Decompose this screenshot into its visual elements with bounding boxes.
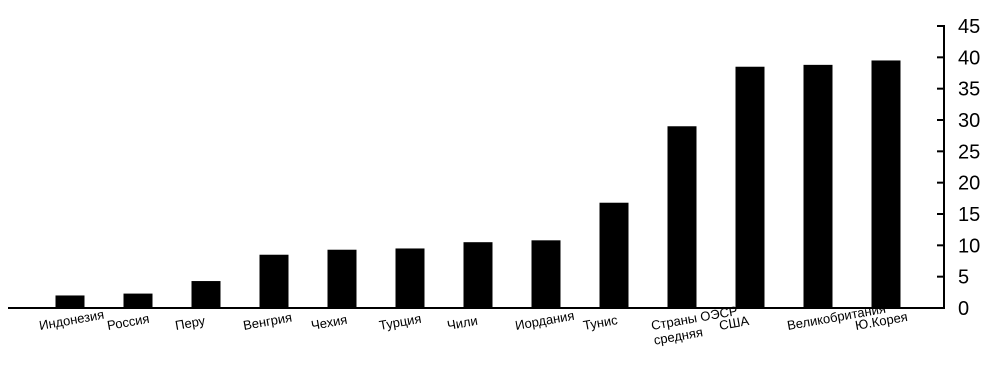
x-tick-label: Индонезия: [38, 307, 105, 333]
bar: [463, 242, 493, 308]
x-tick-label: Россия: [106, 311, 151, 333]
bars-layer: [55, 60, 901, 309]
y-tick-label: 40: [958, 47, 980, 69]
bar: [191, 281, 221, 308]
bar: [327, 249, 357, 308]
bar: [123, 293, 153, 308]
y-tick-label: 10: [958, 235, 980, 257]
x-tick-label: Тунис: [582, 312, 619, 333]
y-tick-label: 20: [958, 173, 980, 195]
bar: [735, 66, 765, 308]
x-tick-label: Венгрия: [242, 310, 293, 333]
bar: [395, 248, 425, 308]
y-tick-label: 0: [958, 298, 969, 320]
bar: [259, 254, 289, 308]
bar: [599, 202, 629, 308]
x-tick-label: Иордания: [514, 308, 576, 333]
y-tick-label: 5: [958, 267, 969, 289]
bar: [55, 295, 85, 308]
bar: [667, 126, 697, 309]
x-tick-label: Чили: [446, 313, 479, 333]
bar: [803, 64, 833, 308]
y-tick-label: 15: [958, 204, 980, 226]
bar: [531, 240, 561, 308]
x-tick-label: США: [718, 313, 750, 333]
bar: [871, 60, 901, 308]
y-tick-label: 35: [958, 79, 980, 101]
y-axis: 0 5 10 15 20 25 30 35 40 45: [8, 16, 980, 320]
x-tick-label: Перу: [174, 313, 207, 333]
y-tick-label: 45: [958, 16, 980, 38]
x-tick-label: Чехия: [310, 312, 348, 333]
x-tick-label: Турция: [378, 311, 423, 333]
y-tick-label: 25: [958, 141, 980, 163]
y-tick-label: 30: [958, 110, 980, 132]
